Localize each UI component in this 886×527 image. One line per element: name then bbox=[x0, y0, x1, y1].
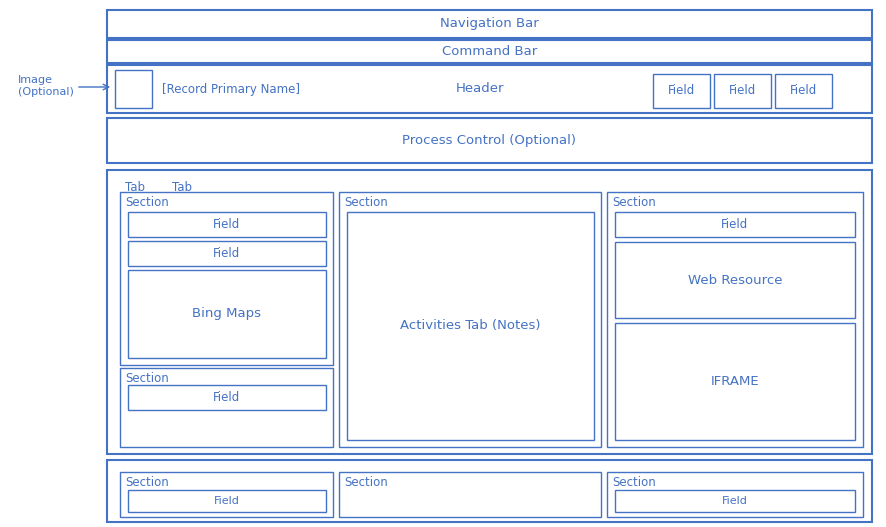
Text: Section: Section bbox=[611, 196, 655, 209]
Bar bbox=[606, 472, 862, 517]
Bar bbox=[713, 74, 770, 108]
Bar bbox=[774, 74, 831, 108]
Text: Header: Header bbox=[455, 83, 503, 95]
Text: [Record Primary Name]: [Record Primary Name] bbox=[162, 83, 299, 95]
Text: Activities Tab (Notes): Activities Tab (Notes) bbox=[400, 319, 540, 333]
Bar bbox=[614, 212, 854, 237]
Bar bbox=[128, 490, 326, 512]
Bar bbox=[107, 460, 871, 522]
Text: Field: Field bbox=[720, 218, 748, 231]
Bar bbox=[107, 170, 871, 454]
Text: Section: Section bbox=[344, 196, 387, 209]
Text: Field: Field bbox=[667, 84, 695, 97]
Bar bbox=[128, 270, 326, 358]
Text: Field: Field bbox=[214, 391, 240, 404]
Text: Navigation Bar: Navigation Bar bbox=[439, 17, 539, 31]
Bar bbox=[107, 65, 871, 113]
Bar bbox=[606, 192, 862, 447]
Text: Section: Section bbox=[344, 475, 387, 489]
Text: Command Bar: Command Bar bbox=[441, 45, 537, 58]
Bar bbox=[120, 472, 332, 517]
Bar bbox=[120, 192, 332, 365]
Bar bbox=[614, 490, 854, 512]
Bar bbox=[614, 242, 854, 318]
Text: Field: Field bbox=[728, 84, 755, 97]
Text: Web Resource: Web Resource bbox=[687, 274, 781, 287]
Bar bbox=[338, 192, 601, 447]
Bar bbox=[346, 212, 594, 440]
Text: Section: Section bbox=[611, 475, 655, 489]
Bar bbox=[128, 241, 326, 266]
Text: Field: Field bbox=[214, 218, 240, 231]
Bar bbox=[107, 40, 871, 63]
Text: IFRAME: IFRAME bbox=[710, 375, 758, 388]
Text: Section: Section bbox=[125, 372, 168, 385]
Text: Field: Field bbox=[789, 84, 816, 97]
Text: Process Control (Optional): Process Control (Optional) bbox=[402, 134, 576, 147]
Text: Field: Field bbox=[214, 247, 240, 260]
Text: Tab: Tab bbox=[172, 181, 191, 194]
Bar bbox=[614, 323, 854, 440]
Bar bbox=[107, 10, 871, 38]
Text: Image
(Optional): Image (Optional) bbox=[18, 75, 74, 97]
Text: Field: Field bbox=[214, 496, 240, 506]
Bar bbox=[107, 118, 871, 163]
Text: Tab: Tab bbox=[125, 181, 144, 194]
Bar bbox=[120, 368, 332, 447]
Text: Field: Field bbox=[721, 496, 747, 506]
Text: Section: Section bbox=[125, 475, 168, 489]
Bar bbox=[338, 472, 601, 517]
Bar bbox=[128, 385, 326, 410]
Bar bbox=[128, 212, 326, 237]
Bar bbox=[115, 70, 152, 108]
Bar bbox=[652, 74, 709, 108]
Text: Bing Maps: Bing Maps bbox=[192, 307, 261, 320]
Text: Section: Section bbox=[125, 196, 168, 209]
